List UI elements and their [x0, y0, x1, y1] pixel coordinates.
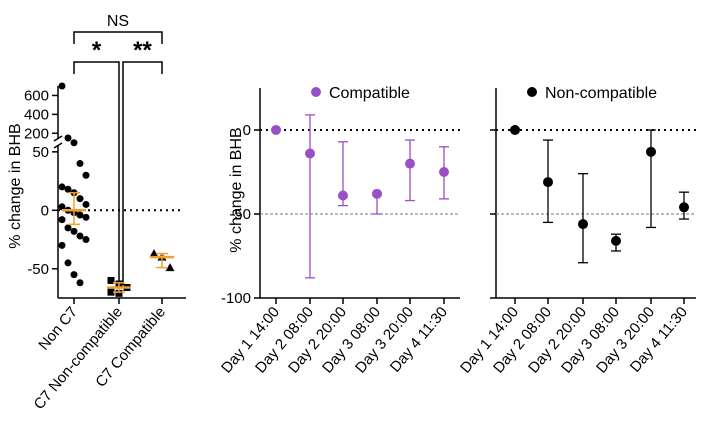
data-point [338, 190, 348, 201]
data-point [82, 171, 90, 179]
data-point [64, 224, 72, 232]
significance-bracket [73, 31, 163, 44]
data-point [107, 276, 115, 284]
scatter-marks [58, 82, 175, 297]
data-point [58, 216, 66, 224]
data-point [578, 219, 588, 230]
y-tick-label: 0 [243, 122, 251, 139]
data-point [76, 195, 84, 203]
data-point [405, 158, 415, 169]
y-tick-label: 200 [24, 125, 49, 142]
significance-label: * [92, 37, 102, 64]
data-point [64, 134, 72, 142]
compatible-marks [271, 114, 449, 279]
data-point [82, 213, 90, 221]
data-point [64, 259, 72, 267]
data-point [107, 288, 115, 296]
data-point [305, 148, 315, 159]
axis-break-mark [53, 135, 63, 142]
y-tick-label: 600 [24, 87, 49, 104]
data-point [58, 82, 66, 90]
compatible-axes: 0 -50 -100 [221, 88, 460, 307]
data-point [611, 235, 621, 246]
y-tick-label: -50 [27, 261, 49, 278]
data-point [165, 263, 175, 272]
scatter-tick-labels: -50 0 50 200 400 600 [24, 87, 49, 277]
data-point [271, 125, 281, 135]
data-point [76, 232, 84, 240]
noncompatible-legend: Non-compatible [527, 85, 657, 102]
data-point [82, 236, 90, 244]
data-point [646, 146, 656, 157]
significance-label: NS [107, 13, 129, 30]
data-point [70, 139, 78, 147]
data-point [439, 167, 449, 177]
compatible-legend: Compatible [311, 85, 410, 102]
data-point [58, 241, 66, 249]
noncompatible-legend-marker [527, 87, 537, 97]
compatible-legend-marker [311, 87, 321, 97]
scatter-axes [52, 86, 186, 304]
compatible-y-axis-label: % change in BHB [228, 127, 245, 252]
data-point [82, 200, 90, 208]
significance-bracket [122, 61, 163, 74]
data-point [149, 249, 159, 258]
data-point [76, 279, 84, 287]
significance-bracket [73, 61, 120, 74]
data-point [70, 271, 78, 279]
y-tick-label: 400 [24, 106, 49, 123]
axis-break-mark [53, 142, 63, 149]
data-point [76, 211, 84, 219]
data-point [58, 203, 66, 211]
significance-label: ** [133, 37, 152, 64]
y-tick-label: 0 [41, 202, 49, 219]
x-tick-label: Non C7 [35, 304, 81, 354]
data-point [510, 125, 520, 135]
noncompatible-marks [510, 125, 689, 264]
noncompatible-legend-label: Non-compatible [545, 85, 657, 102]
y-tick-label: -50 [229, 206, 251, 223]
data-point [58, 183, 66, 191]
scatter-y-axis-label: % change in BHB [7, 123, 24, 248]
data-point [543, 177, 553, 188]
data-point [679, 202, 689, 213]
panel-compatible: % change in BHB 0 -50 -100 Day 1 14:00Day … [218, 85, 460, 377]
compatible-legend-label: Compatible [329, 85, 410, 102]
data-point [372, 188, 382, 199]
y-tick-label: -100 [221, 290, 251, 307]
data-point [64, 185, 72, 193]
noncompatible-axes [490, 88, 696, 304]
y-tick-label: 50 [32, 144, 49, 161]
significance-brackets: * **NS [73, 13, 163, 285]
data-point [70, 227, 78, 235]
data-point [76, 160, 84, 168]
data-point [115, 289, 123, 297]
